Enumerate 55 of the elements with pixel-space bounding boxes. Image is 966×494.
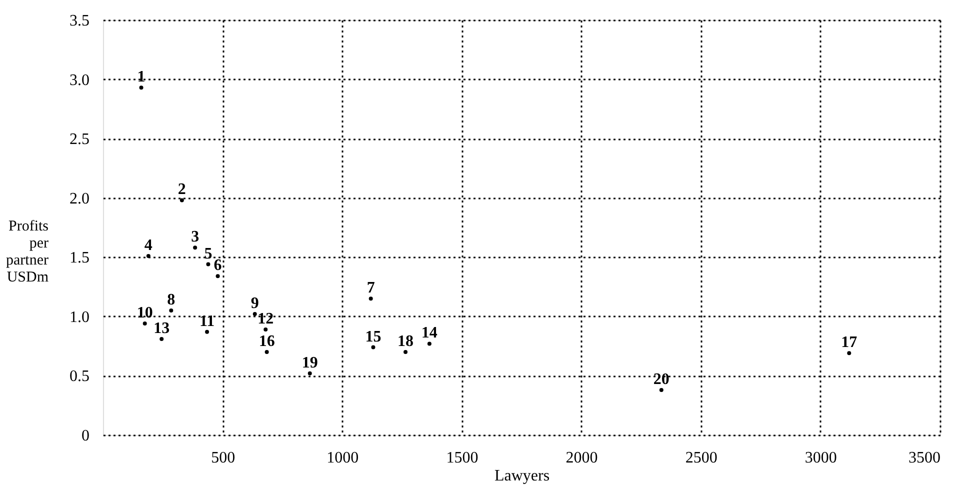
point <box>264 327 268 332</box>
point <box>160 336 164 341</box>
y-tick-label: 3.0 <box>70 72 90 89</box>
y-tick-label: 3.5 <box>70 12 90 30</box>
point <box>427 342 432 346</box>
point <box>169 308 174 312</box>
x-tick-label: 1000 <box>326 450 359 466</box>
series-label: 3 <box>191 228 200 246</box>
point <box>193 246 198 250</box>
series-label: 18 <box>398 333 414 350</box>
y-tick-label: 0.5 <box>70 368 90 386</box>
series-label: 8 <box>167 292 176 308</box>
series-label: 15 <box>365 328 382 346</box>
point <box>216 274 220 278</box>
point <box>308 371 312 376</box>
x-axis-title: Lawyers <box>494 468 550 484</box>
point <box>847 351 852 356</box>
y-tick-label: 0 <box>82 428 90 444</box>
y-tick-label: 2.5 <box>70 131 90 148</box>
point <box>206 262 210 266</box>
point <box>142 322 147 326</box>
series-label: 13 <box>154 320 170 337</box>
series-label: 4 <box>144 236 152 254</box>
series-label: 2 <box>178 181 186 198</box>
point <box>180 198 184 202</box>
point <box>205 330 210 334</box>
series-label: 10 <box>136 304 153 322</box>
series-label: 1 <box>137 68 146 86</box>
x-tick-label: 1500 <box>446 450 478 466</box>
x-tick-label: 3500 <box>908 450 940 466</box>
x-tick-label: 500 <box>211 450 236 466</box>
series-label: 7 <box>366 280 375 297</box>
point <box>264 350 269 354</box>
y-tick-label: 1.0 <box>70 308 90 326</box>
y-tick-label: 1.5 <box>70 250 90 267</box>
point <box>659 388 664 392</box>
series-label: 20 <box>653 370 670 388</box>
point <box>371 345 376 350</box>
y-axis-title: Profits per partner USDm <box>6 218 49 286</box>
series-label: 6 <box>214 257 222 274</box>
x-tick-label: 3000 <box>804 450 837 466</box>
y-tick-label: 2.0 <box>70 190 90 208</box>
series-label: 14 <box>421 324 438 342</box>
series-label: 9 <box>250 295 259 312</box>
x-tick-label: 2500 <box>685 450 718 466</box>
series-label: 16 <box>258 333 275 350</box>
series-label: 17 <box>841 334 858 352</box>
point <box>146 254 150 258</box>
point <box>404 350 408 354</box>
point <box>139 86 144 90</box>
series-label: 12 <box>258 310 274 328</box>
x-tick-label: 2000 <box>566 450 598 466</box>
point <box>368 296 373 301</box>
point <box>252 312 257 316</box>
series-label: 19 <box>302 354 318 372</box>
